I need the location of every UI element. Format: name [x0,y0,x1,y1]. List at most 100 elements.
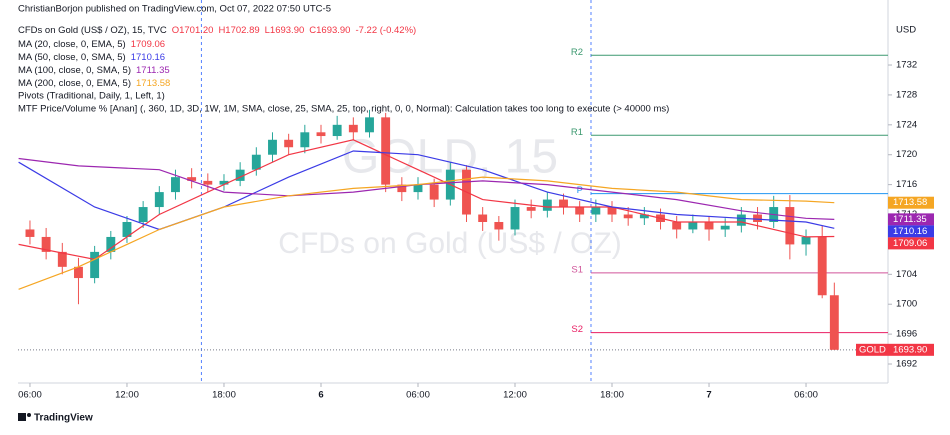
candle-body [478,214,488,222]
candle-body [300,132,310,148]
legend-item: MA (20, close, 0, EMA, 5) 1709.06 [18,39,165,50]
candle-body [785,207,795,245]
x-tick-label: 6 [318,390,323,401]
ma-line [18,139,835,261]
legend-ohlc: L1693.90 [265,25,305,36]
candle-body [494,221,504,230]
candle-body [559,199,568,208]
candle-body [829,295,839,350]
legend-name: MA (20, close, 0, EMA, 5) [18,39,126,50]
candle-body [575,207,585,215]
pivot-label: R1 [571,127,583,138]
x-tick-label: 12:00 [503,390,527,401]
legend-item: MA (200, close, 0, EMA, 5) 1713.58 [18,78,170,89]
legend-name: MA (50, close, 0, SMA, 5) [18,52,126,63]
pivot-label: P [577,185,583,196]
candle-body [284,139,294,148]
price-tag-label: 1710.16 [893,226,927,237]
candle-body [122,221,132,237]
legend-ohlc: O1701.20 [172,25,214,36]
candle-body [801,236,811,245]
y-tick-label: 1724 [896,119,917,130]
candle-body [510,207,520,230]
candle-body [203,180,213,185]
candle-body [639,214,649,219]
legend-value: 1713.58 [136,78,170,89]
candle-body [235,169,245,181]
candle-body [817,236,827,296]
price-tag-label: 1709.06 [893,238,927,249]
logo-icon [27,413,31,417]
candle-body [607,207,617,215]
watermark: CFDs on Gold (US$ / OZ) [278,227,621,260]
price-tag-label: 1693.90 [893,344,927,355]
price-tag [888,225,934,238]
x-tick-label: 06:00 [406,390,430,401]
candle-body [704,221,714,230]
price-tag-label: 1711.35 [893,214,927,225]
candle-body [106,236,116,252]
x-tick-label: 06:00 [18,390,42,401]
candle-body [57,251,67,267]
price-tag [888,213,934,226]
y-tick-label: 1716 [896,179,917,190]
candle-body [397,184,407,193]
y-tick-label: 1732 [896,60,917,71]
x-tick-label: 18:00 [212,390,236,401]
price-tag-label: 1713.58 [893,197,927,208]
y-tick-label: 1696 [896,329,917,340]
footer-logo: TradingView [18,413,93,424]
pivot-label: R2 [571,47,583,58]
candle-body [171,177,180,193]
legend-item: MA (50, close, 0, SMA, 5) 1710.16 [18,52,165,63]
legend-name: MA (200, close, 0, EMA, 5) [18,78,131,89]
legend-symbol: CFDs on Gold (US$ / OZ), 15, TVC O1701.20… [18,25,416,36]
symbol-tag-label: GOLD [859,344,886,355]
x-tick-label: 7 [706,390,711,401]
pivot-label: S1 [571,264,583,275]
candle-body [90,251,100,279]
candle-body [720,225,730,230]
candle-body [526,207,536,211]
x-tick-label: 12:00 [115,390,139,401]
candle-body [413,184,423,193]
candle-body [154,192,164,208]
header: ChristianBorjon published on TradingView… [18,4,331,15]
legend-ohlc: -7.22 (-0.42%) [355,25,416,36]
candle-body [591,207,601,215]
candle-body [672,221,682,230]
y-tick-label: 1720 [896,149,917,160]
legend-value: 1710.16 [131,52,165,63]
candle-body [736,214,746,226]
x-tick-label: 18:00 [600,390,624,401]
logo-icon [18,413,26,421]
candle-body [332,124,342,137]
candle-body [219,180,229,185]
candle-body [381,117,391,185]
y-tick-label: 1700 [896,299,917,310]
candle-body [429,184,439,200]
y-tick-label: 1704 [896,269,917,280]
legend-name: MA (100, close, 0, SMA, 5) [18,65,131,76]
candle-body [348,124,358,133]
candle-body [623,214,633,219]
price-tag [888,237,934,250]
candle-body [268,139,277,155]
legend-item: MTF Price/Volume % [Anan] (, 360, 1D, 3D… [18,104,669,115]
candle-body [187,177,197,181]
y-tick-label: 1728 [896,89,917,100]
legend-value: 1711.35 [136,65,170,76]
candle-body [753,214,762,222]
price-tag [888,196,934,209]
footer: TradingView [34,413,93,424]
candle-body [316,132,326,137]
x-tick-label: 06:00 [794,390,818,401]
legend-ohlc: H1702.89 [218,25,259,36]
ma-line [18,157,835,220]
legend-item: Pivots (Traditional, Daily, 1, Left, 1) [18,91,165,102]
legend-item: MA (100, close, 0, SMA, 5) 1711.35 [18,65,170,76]
candle-body [41,236,51,252]
candle-body [138,207,148,222]
pivot-label: S2 [571,324,583,335]
